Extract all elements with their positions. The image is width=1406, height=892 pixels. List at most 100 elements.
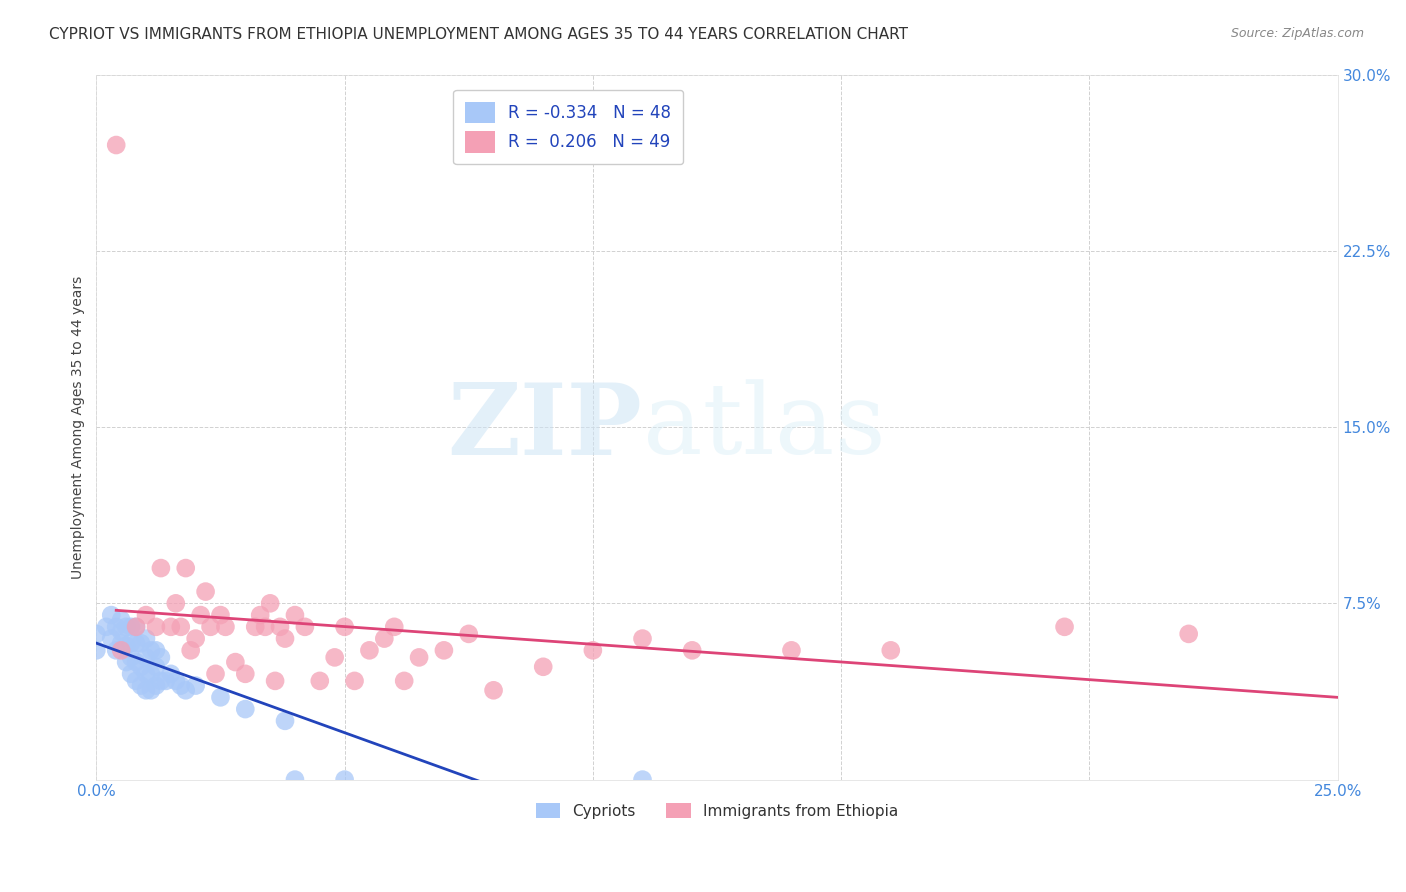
Point: [145, 660, 167, 674]
Point: [333, 620, 356, 634]
Point: [155, 673, 177, 688]
Point: [145, 643, 167, 657]
Point: [233, 666, 256, 681]
Text: CYPRIOT VS IMMIGRANTS FROM ETHIOPIA UNEMPLOYMENT AMONG AGES 35 TO 44 YEARS CORRE: CYPRIOT VS IMMIGRANTS FROM ETHIOPIA UNEM…: [49, 27, 908, 42]
Point: [149, 650, 172, 665]
Point: [159, 620, 181, 634]
Legend: Cypriots, Immigrants from Ethiopia: Cypriots, Immigrants from Ethiopia: [530, 797, 904, 825]
Point: [125, 673, 148, 688]
Point: [174, 683, 197, 698]
Point: [115, 655, 138, 669]
Point: [1053, 620, 1076, 634]
Point: [110, 636, 132, 650]
Point: [274, 632, 297, 646]
Point: [125, 620, 148, 634]
Point: [120, 650, 142, 665]
Point: [180, 643, 202, 657]
Point: [125, 636, 148, 650]
Point: [105, 138, 128, 153]
Point: [110, 624, 132, 639]
Point: [120, 666, 142, 681]
Point: [139, 643, 162, 657]
Point: [880, 643, 903, 657]
Point: [333, 772, 356, 787]
Point: [139, 666, 162, 681]
Point: [120, 636, 142, 650]
Point: [86, 627, 108, 641]
Point: [284, 608, 307, 623]
Point: [145, 679, 167, 693]
Point: [105, 620, 128, 634]
Point: [159, 666, 181, 681]
Point: [139, 683, 162, 698]
Point: [249, 608, 271, 623]
Point: [125, 620, 148, 634]
Point: [1177, 627, 1199, 641]
Point: [135, 632, 157, 646]
Point: [170, 679, 193, 693]
Point: [200, 620, 222, 634]
Point: [681, 643, 703, 657]
Point: [135, 608, 157, 623]
Point: [457, 627, 479, 641]
Point: [149, 673, 172, 688]
Point: [135, 666, 157, 681]
Point: [245, 620, 267, 634]
Point: [100, 608, 122, 623]
Point: [233, 702, 256, 716]
Point: [224, 655, 246, 669]
Point: [115, 639, 138, 653]
Point: [194, 584, 217, 599]
Point: [254, 620, 277, 634]
Point: [631, 632, 654, 646]
Point: [274, 714, 297, 728]
Text: Source: ZipAtlas.com: Source: ZipAtlas.com: [1230, 27, 1364, 40]
Point: [308, 673, 330, 688]
Text: atlas: atlas: [643, 379, 886, 475]
Point: [135, 683, 157, 698]
Point: [373, 632, 395, 646]
Point: [145, 620, 167, 634]
Point: [204, 666, 226, 681]
Point: [105, 643, 128, 657]
Point: [135, 650, 157, 665]
Point: [209, 690, 232, 705]
Point: [631, 772, 654, 787]
Point: [284, 772, 307, 787]
Point: [264, 673, 287, 688]
Point: [214, 620, 236, 634]
Point: [382, 620, 405, 634]
Point: [359, 643, 381, 657]
Point: [259, 596, 281, 610]
Point: [184, 679, 207, 693]
Point: [269, 620, 291, 634]
Point: [165, 596, 187, 610]
Point: [149, 561, 172, 575]
Point: [129, 636, 152, 650]
Point: [125, 655, 148, 669]
Point: [343, 673, 366, 688]
Point: [174, 561, 197, 575]
Point: [294, 620, 316, 634]
Point: [96, 620, 118, 634]
Point: [392, 673, 415, 688]
Point: [129, 679, 152, 693]
Point: [120, 620, 142, 634]
Point: [209, 608, 232, 623]
Text: ZIP: ZIP: [447, 378, 643, 475]
Point: [433, 643, 456, 657]
Point: [408, 650, 430, 665]
Point: [582, 643, 605, 657]
Point: [780, 643, 803, 657]
Point: [110, 613, 132, 627]
Point: [110, 643, 132, 657]
Point: [115, 620, 138, 634]
Point: [100, 632, 122, 646]
Point: [531, 660, 554, 674]
Point: [165, 673, 187, 688]
Point: [86, 643, 108, 657]
Point: [170, 620, 193, 634]
Point: [190, 608, 212, 623]
Point: [184, 632, 207, 646]
Point: [323, 650, 346, 665]
